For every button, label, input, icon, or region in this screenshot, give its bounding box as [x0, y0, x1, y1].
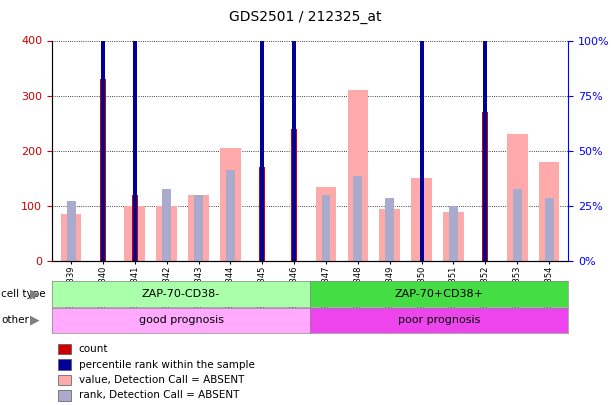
Bar: [100, 79, 106, 261]
Bar: [386, 198, 394, 261]
Text: ▶: ▶: [30, 288, 40, 301]
Bar: [443, 211, 464, 261]
Text: ZAP-70+CD38+: ZAP-70+CD38+: [395, 289, 484, 299]
Bar: [420, 7, 423, 261]
Bar: [321, 195, 331, 261]
Text: cell type: cell type: [1, 289, 46, 299]
Bar: [483, 112, 488, 261]
Text: value, Detection Call = ABSENT: value, Detection Call = ABSENT: [79, 375, 244, 385]
Text: rank, Detection Call = ABSENT: rank, Detection Call = ABSENT: [79, 390, 239, 400]
Text: GDS2501 / 212325_at: GDS2501 / 212325_at: [229, 10, 382, 24]
Bar: [544, 198, 554, 261]
Text: good prognosis: good prognosis: [139, 315, 224, 325]
Text: ZAP-70-CD38-: ZAP-70-CD38-: [142, 289, 220, 299]
Bar: [539, 162, 560, 261]
Bar: [188, 195, 209, 261]
Bar: [449, 206, 458, 261]
Bar: [226, 170, 235, 261]
Bar: [507, 134, 527, 261]
Bar: [348, 90, 368, 261]
Bar: [125, 206, 145, 261]
Bar: [60, 214, 81, 261]
Bar: [483, 0, 488, 261]
Bar: [411, 179, 432, 261]
Bar: [132, 195, 137, 261]
Bar: [162, 190, 171, 261]
Text: ▶: ▶: [30, 314, 40, 327]
Bar: [291, 129, 297, 261]
Bar: [260, 167, 265, 261]
Bar: [133, 0, 137, 261]
Bar: [353, 176, 362, 261]
Bar: [379, 209, 400, 261]
Text: percentile rank within the sample: percentile rank within the sample: [79, 360, 255, 369]
Bar: [316, 187, 337, 261]
Bar: [513, 190, 522, 261]
Text: count: count: [79, 344, 108, 354]
Bar: [101, 0, 105, 261]
Bar: [292, 0, 296, 261]
Bar: [220, 148, 241, 261]
Text: poor prognosis: poor prognosis: [398, 315, 480, 325]
Bar: [260, 0, 265, 261]
Text: other: other: [1, 315, 29, 325]
Bar: [67, 200, 76, 261]
Bar: [156, 206, 177, 261]
Bar: [194, 195, 203, 261]
